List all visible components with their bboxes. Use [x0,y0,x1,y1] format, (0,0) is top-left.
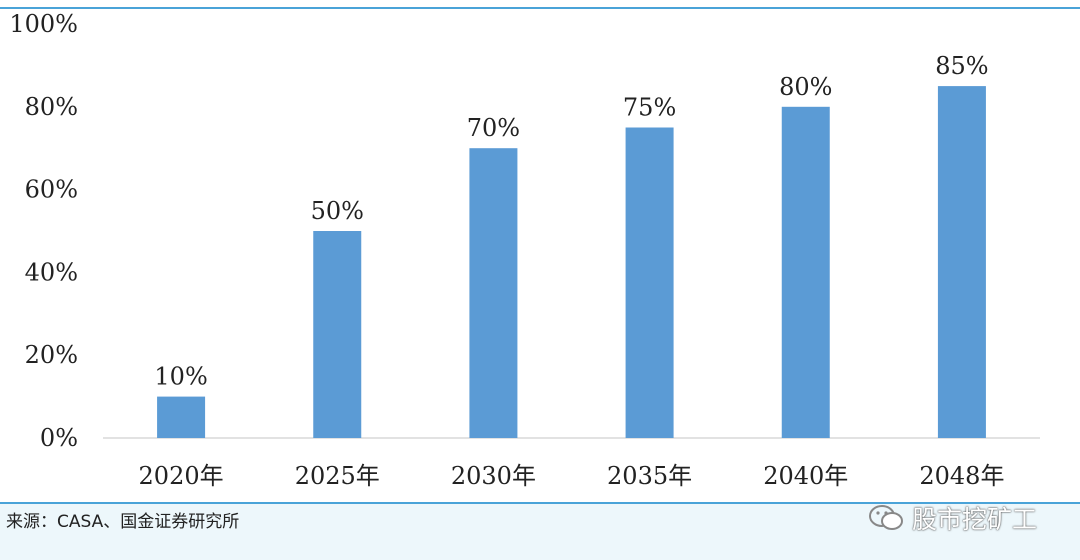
x-tick-label: 2025年 [295,462,380,490]
x-tick-label: 2030年 [451,462,536,490]
data-label: 10% [154,363,207,391]
data-label: 85% [935,52,988,80]
y-tick-label: 40% [25,258,78,286]
data-label: 70% [467,114,520,142]
x-tick-label: 2020年 [139,462,224,490]
bar [157,396,206,438]
y-tick-label: 20% [25,341,78,369]
y-tick-label: 80% [25,93,78,121]
watermark-text: 股市挖矿工 [912,505,1038,534]
x-tick-label: 2048年 [919,462,1004,490]
x-tick-label: 2035年 [607,462,692,490]
source-note: 来源：CASA、国金证券研究所 [6,512,240,532]
bar [781,106,830,439]
data-label: 50% [311,197,364,225]
data-label: 75% [623,94,676,122]
footer-band [0,504,1080,560]
y-tick-label: 60% [25,176,78,204]
top-rule [0,7,1080,9]
wechat-icon [869,505,903,530]
bar [937,86,986,438]
footer-rule [0,502,1080,504]
watermark: 股市挖矿工 [868,500,1037,536]
x-tick-label: 2040年 [763,462,848,490]
bar [469,148,518,438]
bar [313,231,362,438]
data-label: 80% [779,73,832,101]
bar-chart: 0% 20% 40% 60% 80% 100% 10% 2020年 50% 2025年 70% 203… [9,10,1040,490]
y-tick-label: 100% [9,10,78,38]
chart-area: 0% 20% 40% 60% 80% 100% 10% 2020年 50% 2025年 70% 203… [0,9,1080,504]
bar [625,127,674,438]
y-tick-label: 0% [40,424,78,452]
